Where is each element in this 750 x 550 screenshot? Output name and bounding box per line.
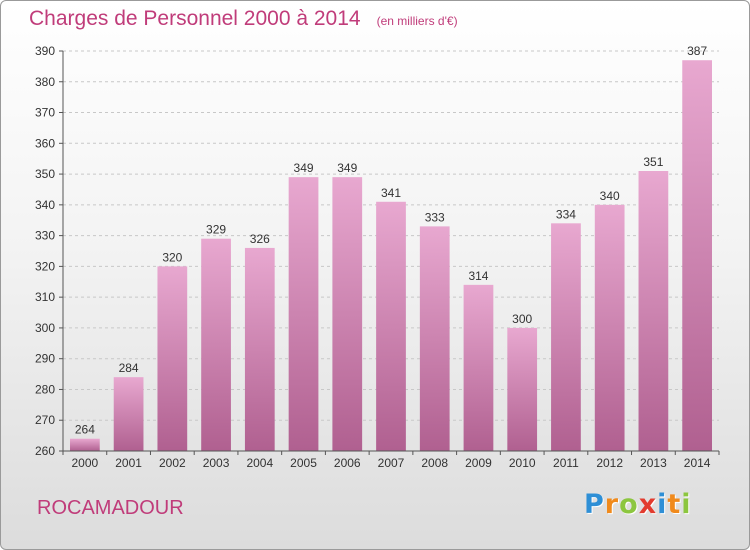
chart-subtitle: (en milliers d'€): [376, 14, 458, 28]
y-tick-label: 340: [35, 198, 55, 212]
bar: [507, 327, 538, 451]
bar: [551, 223, 581, 451]
x-tick-label: 2004: [246, 456, 273, 470]
bar: [419, 226, 450, 451]
y-tick-label: 270: [35, 413, 55, 427]
y-tick-label: 310: [35, 290, 55, 304]
x-tick-label: 2003: [203, 456, 230, 470]
bar-value-label: 334: [556, 207, 576, 221]
bar: [157, 266, 188, 451]
bar-value-label: 351: [643, 155, 663, 169]
bar-value-label: 333: [425, 210, 445, 224]
y-tick-label: 290: [35, 352, 55, 366]
bar: [201, 238, 231, 451]
bar-value-label: 284: [119, 361, 139, 375]
logo-letter: i: [681, 489, 692, 520]
bar-value-label: 320: [162, 250, 182, 264]
x-tick-label: 2006: [334, 456, 361, 470]
x-tick-label: 2009: [465, 456, 492, 470]
x-tick-label: 2012: [596, 456, 623, 470]
location-label: ROCAMADOUR: [37, 497, 184, 519]
y-tick-label: 360: [35, 136, 55, 150]
bars: 264 284 320 329 326 349 349 341 333 314 300 334 340 3…: [69, 44, 713, 451]
bar: [113, 377, 144, 451]
x-tick-label: 2008: [421, 456, 448, 470]
bar: [463, 284, 494, 451]
bar: [638, 171, 669, 451]
bar: [682, 60, 713, 451]
y-tick-label: 330: [35, 229, 55, 243]
bar-value-label: 341: [381, 186, 401, 200]
y-tick-label: 370: [35, 106, 55, 120]
bar-value-label: 387: [687, 44, 707, 58]
bar-value-label: 314: [468, 269, 488, 283]
y-tick-label: 390: [35, 44, 55, 58]
logo-letter: r: [604, 489, 620, 520]
x-tick-label: 2014: [684, 456, 711, 470]
logo-letter: x: [638, 489, 658, 520]
x-tick-label: 2007: [378, 456, 405, 470]
bar: [69, 438, 100, 451]
y-tick-label: 260: [35, 444, 55, 458]
y-tick-label: 280: [35, 382, 55, 396]
bar-value-label: 300: [512, 312, 532, 326]
chart-title: Charges de Personnel 2000 à 2014 (en mill…: [29, 7, 458, 31]
title-text: Charges de Personnel 2000 à 2014: [29, 7, 361, 30]
bar: [244, 247, 275, 451]
x-tick-label: 2011: [553, 456, 579, 470]
x-tick-label: 2005: [290, 456, 317, 470]
x-tick-label: 2013: [640, 456, 667, 470]
bar-value-label: 326: [250, 232, 270, 246]
bar-value-label: 349: [337, 161, 357, 175]
x-tick-label: 2002: [159, 456, 186, 470]
bar: [332, 177, 363, 451]
bar-value-label: 329: [206, 223, 226, 237]
logo-letter: i: [657, 489, 668, 520]
axes: 260 270 280 290 300 310 320 330 340 350 360 370 380 3…: [35, 44, 720, 470]
bar: [594, 204, 625, 451]
x-tick-label: 2010: [509, 456, 536, 470]
bar-value-label: 264: [75, 423, 95, 437]
logo-letter: o: [619, 489, 639, 520]
bar: [288, 177, 319, 451]
proxiti-logo[interactable]: Proxiti: [584, 489, 692, 520]
bar-value-label: 349: [294, 161, 314, 175]
bar: [376, 201, 406, 451]
logo-letter: t: [667, 489, 682, 520]
logo-letter: P: [584, 489, 605, 520]
y-tick-label: 380: [35, 75, 55, 89]
x-tick-label: 2000: [72, 456, 99, 470]
x-tick-label: 2001: [115, 456, 142, 470]
y-tick-label: 350: [35, 167, 55, 181]
bar-value-label: 340: [600, 189, 620, 203]
y-tick-label: 320: [35, 259, 55, 273]
y-tick-label: 300: [35, 321, 55, 335]
